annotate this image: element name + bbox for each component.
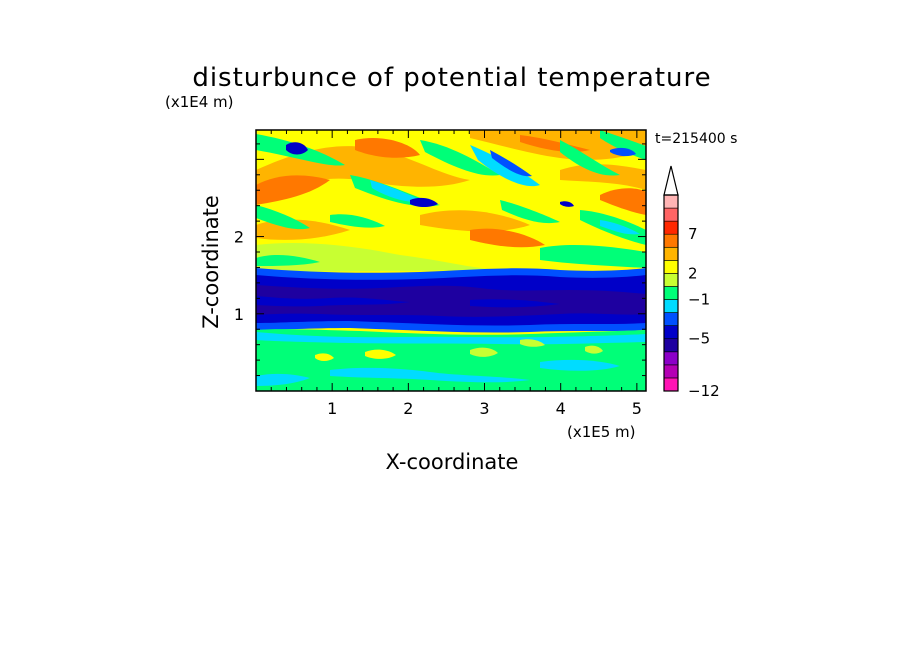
colorbar-cell — [663, 377, 679, 392]
colorbar-cell — [663, 338, 679, 353]
colorbar-cell — [663, 233, 679, 248]
colorbar-cell — [663, 260, 679, 274]
colorbar-label: 7 — [688, 225, 698, 243]
colorbar-cell — [663, 207, 679, 222]
y-tick-labels: 12 — [234, 228, 244, 324]
colorbar-cell — [663, 299, 679, 313]
x-tick-label: 5 — [632, 399, 642, 418]
chart-title: disturbunce of potential temperature — [192, 63, 711, 93]
colorbar-cell — [663, 220, 679, 235]
colorbar-cell — [663, 273, 679, 287]
y-tick-label: 1 — [234, 305, 244, 324]
colorbar-label: −5 — [688, 330, 710, 348]
y-tick-label: 2 — [234, 228, 244, 247]
colorbar-extend-arrow — [663, 165, 679, 196]
contour-field — [256, 130, 646, 391]
colorbar-labels: 7 2 −1 −5 −12 — [688, 225, 720, 400]
x-tick-labels: 1 2 3 4 5 — [327, 399, 642, 418]
colorbar-label: −1 — [688, 291, 710, 309]
colorbar-cell — [663, 194, 679, 209]
x-tick-label: 1 — [327, 399, 337, 418]
colorbar-cells — [663, 194, 679, 392]
colorbar-label: 2 — [688, 264, 698, 282]
x-tick-label: 3 — [479, 399, 489, 418]
colorbar: 7 2 −1 −5 −12 — [663, 165, 720, 400]
y-unit-label: (x1E4 m) — [165, 93, 234, 111]
colorbar-cell — [663, 312, 679, 326]
colorbar-cell — [663, 286, 679, 300]
x-unit-label: (x1E5 m) — [567, 423, 636, 441]
x-tick-label: 4 — [556, 399, 566, 418]
axis-ticks — [256, 130, 646, 391]
x-axis-title: X-coordinate — [386, 450, 519, 474]
colorbar-frame — [663, 194, 679, 392]
colorbar-cell — [663, 325, 679, 340]
colorbar-cell — [663, 351, 679, 366]
plot-frame — [255, 129, 647, 392]
x-tick-label: 2 — [403, 399, 413, 418]
colorbar-label: −12 — [688, 382, 720, 400]
time-label: t=215400 s — [655, 131, 737, 147]
colorbar-cell — [663, 246, 679, 261]
colorbar-cell — [663, 364, 679, 379]
y-axis-title: Z-coordinate — [199, 195, 223, 329]
